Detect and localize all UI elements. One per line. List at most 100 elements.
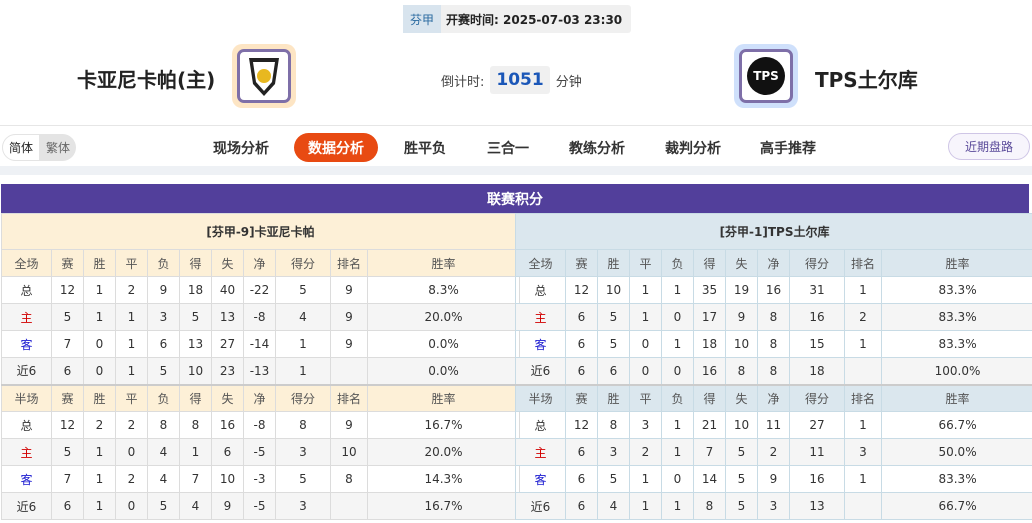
cell: 21 bbox=[693, 411, 726, 439]
home-team-logo[interactable] bbox=[232, 44, 296, 108]
tab-three-in-one[interactable]: 三合一 bbox=[487, 140, 529, 157]
cell: -5 bbox=[243, 492, 276, 520]
cell: 5 bbox=[51, 438, 84, 466]
row-label: 总 bbox=[1, 411, 52, 439]
cell: 19 bbox=[725, 276, 758, 304]
cell: 7 bbox=[51, 465, 84, 493]
cell: 35 bbox=[693, 276, 726, 304]
cell: 6 bbox=[211, 438, 244, 466]
cell: 4 bbox=[275, 303, 331, 331]
cell: 1 bbox=[844, 276, 882, 304]
recent-handicap-button[interactable]: 近期盘路 bbox=[948, 133, 1030, 160]
cell: 1 bbox=[661, 330, 694, 358]
tab-coach-analysis[interactable]: 教练分析 bbox=[569, 140, 625, 157]
cell: 50.0% bbox=[880, 438, 1032, 466]
tab-referee-analysis[interactable]: 裁判分析 bbox=[665, 140, 721, 157]
cell: 16.7% bbox=[367, 411, 520, 439]
column-header: 得分 bbox=[275, 249, 331, 277]
lang-traditional[interactable]: 繁体 bbox=[46, 141, 71, 155]
cell: 83.3% bbox=[880, 276, 1032, 304]
cell: 1 bbox=[844, 330, 882, 358]
cell: 5 bbox=[147, 357, 180, 385]
cell: 6 bbox=[565, 357, 598, 385]
away-team-logo[interactable]: TPS bbox=[734, 44, 798, 108]
cell: -14 bbox=[243, 330, 276, 358]
cell: 4 bbox=[147, 438, 180, 466]
cell: 5 bbox=[725, 438, 758, 466]
cell: 3 bbox=[844, 438, 882, 466]
row-label: 总 bbox=[1, 276, 52, 304]
column-header: 平 bbox=[629, 249, 662, 277]
cell: 13 bbox=[789, 492, 845, 520]
tab-data-analysis[interactable]: 数据分析 bbox=[294, 133, 378, 162]
cell: 10 bbox=[725, 411, 758, 439]
cell: 3 bbox=[275, 492, 331, 520]
column-header: 胜 bbox=[83, 383, 116, 412]
cell: 40 bbox=[211, 276, 244, 304]
away-team-name[interactable]: TPS土尔库 bbox=[815, 68, 918, 92]
cell: 2 bbox=[757, 438, 790, 466]
table-row: 主 5 1 0 4 1 6 -5 3 10 20.0% bbox=[1, 438, 520, 466]
cell: 10 bbox=[597, 276, 630, 304]
column-header: 胜 bbox=[597, 383, 630, 412]
cell: 1 bbox=[629, 492, 662, 520]
table-row: 总 12 10 1 1 35 19 16 31 1 83.3% bbox=[515, 276, 1032, 304]
column-header: 赛 bbox=[565, 249, 598, 277]
cell: -5 bbox=[243, 438, 276, 466]
league-badge[interactable]: 芬甲 bbox=[403, 5, 442, 33]
cell: 6 bbox=[565, 330, 598, 358]
cell: 1 bbox=[844, 465, 882, 493]
cell: 6 bbox=[597, 357, 630, 385]
table-row: 近6 6 1 0 5 4 9 -5 3 16.7% bbox=[1, 492, 520, 520]
cell: 3 bbox=[275, 438, 331, 466]
table-row: 客 6 5 0 1 18 10 8 15 1 83.3% bbox=[515, 330, 1032, 358]
table-row: 总 12 8 3 1 21 10 11 27 1 66.7% bbox=[515, 411, 1032, 439]
column-header: 得 bbox=[179, 383, 212, 412]
cell: 2 bbox=[115, 465, 148, 493]
table-row: 总 12 2 2 8 8 16 -8 8 9 16.7% bbox=[1, 411, 520, 439]
row-label: 客 bbox=[515, 330, 566, 358]
cell: 13 bbox=[179, 330, 212, 358]
cell: 9 bbox=[330, 330, 368, 358]
cell: 7 bbox=[51, 330, 84, 358]
column-header: 得 bbox=[693, 249, 726, 277]
cell: 7 bbox=[693, 438, 726, 466]
cell: 10 bbox=[330, 438, 368, 466]
tab-1x2[interactable]: 胜平负 bbox=[404, 140, 446, 157]
cell: 9 bbox=[330, 276, 368, 304]
cell: 8 bbox=[147, 411, 180, 439]
cell: 7 bbox=[179, 465, 212, 493]
cell: 1 bbox=[115, 357, 148, 385]
column-header: 负 bbox=[661, 383, 694, 412]
column-header: 胜率 bbox=[367, 383, 520, 412]
table-row: 主 5 1 1 3 5 13 -8 4 9 20.0% bbox=[1, 303, 520, 331]
table-row: 近6 6 6 0 0 16 8 8 18 100.0% bbox=[515, 357, 1032, 385]
cell: 20.0% bbox=[367, 303, 520, 331]
tab-expert-picks[interactable]: 高手推荐 bbox=[760, 140, 816, 157]
cell: 8 bbox=[757, 303, 790, 331]
column-header: 平 bbox=[115, 383, 148, 412]
cell: 18 bbox=[179, 276, 212, 304]
cell: 8 bbox=[330, 465, 368, 493]
column-header: 平 bbox=[115, 249, 148, 277]
cell: 31 bbox=[789, 276, 845, 304]
cell: -13 bbox=[243, 357, 276, 385]
column-header: 赛 bbox=[51, 249, 84, 277]
cell: 0 bbox=[661, 357, 694, 385]
lang-simplified[interactable]: 简体 bbox=[2, 134, 41, 161]
cell bbox=[844, 492, 882, 520]
cell: 0 bbox=[661, 465, 694, 493]
team-caption: [芬甲-1]TPS土尔库 bbox=[514, 213, 1032, 250]
language-toggle[interactable]: 简体 繁体 bbox=[2, 134, 77, 161]
shield-icon bbox=[249, 58, 279, 96]
cell: 5 bbox=[275, 276, 331, 304]
column-header: 半场 bbox=[1, 383, 52, 412]
cell: 12 bbox=[565, 411, 598, 439]
tab-live-analysis[interactable]: 现场分析 bbox=[213, 140, 269, 157]
column-header: 负 bbox=[147, 383, 180, 412]
cell: 2 bbox=[115, 411, 148, 439]
cell: 83.3% bbox=[880, 303, 1032, 331]
home-team-name[interactable]: 卡亚尼卡帕(主) bbox=[77, 68, 216, 92]
table-row: 总 12 1 2 9 18 40 -22 5 9 8.3% bbox=[1, 276, 520, 304]
cell: 5 bbox=[597, 465, 630, 493]
